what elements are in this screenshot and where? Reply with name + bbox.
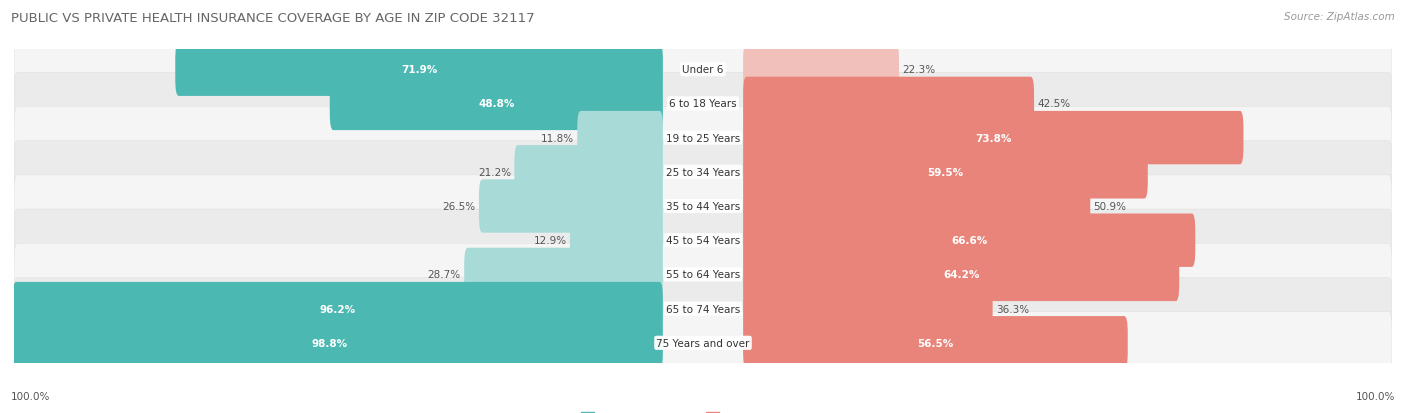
FancyBboxPatch shape [14,244,1392,306]
FancyBboxPatch shape [14,38,1392,102]
Text: Source: ZipAtlas.com: Source: ZipAtlas.com [1284,12,1395,22]
FancyBboxPatch shape [14,278,1392,340]
Legend: Public Insurance, Private Insurance: Public Insurance, Private Insurance [576,408,830,413]
Text: 26.5%: 26.5% [443,202,475,211]
Text: 65 to 74 Years: 65 to 74 Years [666,304,740,314]
FancyBboxPatch shape [14,312,1392,374]
FancyBboxPatch shape [744,316,1128,370]
Text: 50.9%: 50.9% [1094,202,1126,211]
FancyBboxPatch shape [14,209,1392,272]
Text: 56.5%: 56.5% [917,338,953,348]
FancyBboxPatch shape [176,43,662,97]
FancyBboxPatch shape [14,243,1392,306]
Text: 28.7%: 28.7% [427,270,461,280]
Text: 100.0%: 100.0% [11,391,51,401]
Text: 66.6%: 66.6% [950,236,987,246]
Text: 48.8%: 48.8% [478,99,515,109]
Text: 75 Years and over: 75 Years and over [657,338,749,348]
FancyBboxPatch shape [744,214,1195,267]
Text: 19 to 25 Years: 19 to 25 Years [666,133,740,143]
FancyBboxPatch shape [14,141,1392,204]
Text: 22.3%: 22.3% [903,65,935,75]
FancyBboxPatch shape [330,78,662,131]
FancyBboxPatch shape [744,78,1033,131]
Text: 21.2%: 21.2% [478,167,510,177]
Text: 98.8%: 98.8% [311,338,347,348]
FancyBboxPatch shape [744,146,1147,199]
FancyBboxPatch shape [515,146,662,199]
FancyBboxPatch shape [14,141,1392,204]
FancyBboxPatch shape [13,282,662,335]
Text: 73.8%: 73.8% [976,133,1011,143]
FancyBboxPatch shape [14,107,1392,170]
FancyBboxPatch shape [744,112,1243,165]
Text: 6 to 18 Years: 6 to 18 Years [669,99,737,109]
Text: 25 to 34 Years: 25 to 34 Years [666,167,740,177]
Text: 35 to 44 Years: 35 to 44 Years [666,202,740,211]
FancyBboxPatch shape [479,180,662,233]
FancyBboxPatch shape [14,277,1392,341]
FancyBboxPatch shape [14,176,1392,237]
Text: 100.0%: 100.0% [1355,391,1395,401]
Text: 71.9%: 71.9% [401,65,437,75]
FancyBboxPatch shape [744,282,993,335]
Text: 11.8%: 11.8% [541,133,574,143]
FancyBboxPatch shape [14,175,1392,238]
Text: 59.5%: 59.5% [928,167,963,177]
FancyBboxPatch shape [569,214,662,267]
FancyBboxPatch shape [14,39,1392,101]
Text: 36.3%: 36.3% [995,304,1029,314]
Text: 55 to 64 Years: 55 to 64 Years [666,270,740,280]
FancyBboxPatch shape [744,43,898,97]
Text: 64.2%: 64.2% [943,270,980,280]
FancyBboxPatch shape [0,316,662,370]
FancyBboxPatch shape [14,107,1392,169]
FancyBboxPatch shape [14,209,1392,272]
FancyBboxPatch shape [14,72,1392,136]
FancyBboxPatch shape [744,180,1090,233]
FancyBboxPatch shape [14,73,1392,135]
FancyBboxPatch shape [744,248,1180,301]
FancyBboxPatch shape [14,311,1392,375]
Text: 12.9%: 12.9% [533,236,567,246]
Text: 42.5%: 42.5% [1038,99,1070,109]
Text: Under 6: Under 6 [682,65,724,75]
Text: PUBLIC VS PRIVATE HEALTH INSURANCE COVERAGE BY AGE IN ZIP CODE 32117: PUBLIC VS PRIVATE HEALTH INSURANCE COVER… [11,12,534,25]
Text: 45 to 54 Years: 45 to 54 Years [666,236,740,246]
Text: 96.2%: 96.2% [319,304,356,314]
FancyBboxPatch shape [578,112,662,165]
FancyBboxPatch shape [464,248,662,301]
